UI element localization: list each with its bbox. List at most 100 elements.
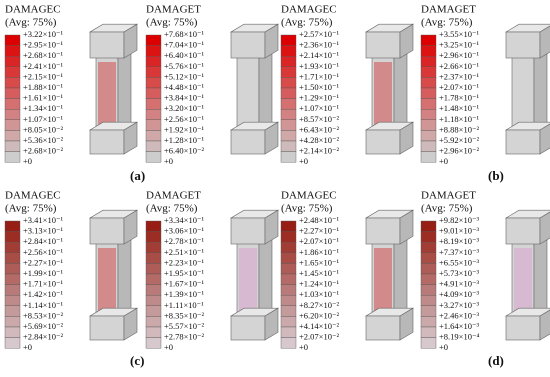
legend-swatch bbox=[4, 87, 21, 99]
column-cap bbox=[123, 209, 138, 245]
column-base bbox=[365, 315, 401, 341]
legend-label: +1.07×10⁻¹ bbox=[23, 114, 63, 124]
legend-title: DAMAGEC bbox=[281, 190, 337, 202]
legend-label: +9.01×10⁻³ bbox=[439, 226, 479, 236]
legend-swatch bbox=[420, 284, 437, 296]
legend-swatch bbox=[4, 252, 21, 264]
legend-label: +5.73×10⁻³ bbox=[439, 268, 479, 278]
legend-swatch bbox=[420, 130, 437, 142]
legend-swatch bbox=[145, 316, 162, 328]
legend-label: +0 bbox=[299, 342, 308, 352]
legend-swatch bbox=[145, 151, 162, 163]
legend-label: +1.61×10⁻¹ bbox=[23, 93, 63, 103]
legend-label: +8.53×10⁻² bbox=[23, 310, 63, 320]
legend-swatch bbox=[145, 34, 162, 46]
legend-swatch bbox=[420, 77, 437, 89]
legend-label: +2.14×10⁻¹ bbox=[299, 50, 339, 60]
legend-swatch bbox=[145, 77, 162, 89]
legend-label: +2.56×10⁻¹ bbox=[164, 114, 204, 124]
legend-label: +3.84×10⁻¹ bbox=[164, 93, 204, 103]
legend-swatch bbox=[280, 45, 297, 57]
legend-subtitle: (Avg: 75%) bbox=[146, 17, 198, 29]
column-cap bbox=[89, 31, 125, 59]
legend-label: +4.28×10⁻² bbox=[299, 135, 339, 145]
legend-swatch bbox=[280, 108, 297, 120]
legend-label: +2.48×10⁻¹ bbox=[299, 215, 339, 225]
legend-swatch bbox=[420, 305, 437, 317]
column-cap bbox=[399, 209, 414, 245]
legend-swatch bbox=[420, 151, 437, 163]
legend-label: +2.15×10⁻¹ bbox=[23, 71, 63, 81]
legend-swatch bbox=[280, 87, 297, 99]
legend-swatch bbox=[280, 66, 297, 78]
legend-swatch bbox=[280, 130, 297, 142]
legend-swatch bbox=[4, 273, 21, 285]
caption: (d) bbox=[488, 353, 504, 368]
column-cap bbox=[264, 23, 279, 59]
legend-title: DAMAGEC bbox=[5, 4, 61, 16]
legend-label: +1.93×10⁻¹ bbox=[299, 61, 339, 71]
panel: DAMAGEC(Avg: 75%)+2.57×10⁻¹+2.36×10⁻¹+2.… bbox=[280, 4, 415, 166]
caption: (b) bbox=[488, 168, 504, 183]
legend-swatch bbox=[145, 220, 162, 232]
legend-swatch bbox=[145, 87, 162, 99]
legend-title: DAMAGEC bbox=[5, 190, 61, 202]
legend-swatch bbox=[4, 108, 21, 120]
panel: DAMAGET(Avg: 75%)+7.68×10⁻¹+7.04×10⁻¹+6.… bbox=[145, 4, 280, 166]
legend-swatch bbox=[4, 45, 21, 57]
column-base bbox=[399, 121, 414, 155]
legend-label: +5.12×10⁻¹ bbox=[164, 71, 204, 81]
column-cap bbox=[230, 217, 266, 245]
column-base bbox=[123, 121, 138, 155]
legend-label: +6.55×10⁻³ bbox=[439, 257, 479, 267]
legend-swatch bbox=[280, 294, 297, 306]
legend-swatch bbox=[280, 284, 297, 296]
legend-swatch bbox=[420, 231, 437, 243]
legend-swatch bbox=[4, 220, 21, 232]
legend-subtitle: (Avg: 75%) bbox=[5, 17, 57, 29]
column-base bbox=[505, 129, 541, 155]
column-cap bbox=[365, 31, 401, 59]
column-base bbox=[89, 129, 125, 155]
column-base bbox=[123, 307, 138, 341]
legend-label: +2.96×10⁻² bbox=[439, 146, 479, 156]
legend-label: +0 bbox=[439, 342, 448, 352]
legend-subtitle: (Avg: 75%) bbox=[146, 203, 198, 215]
column-cap bbox=[365, 217, 401, 245]
column-base bbox=[365, 129, 401, 155]
column-cap bbox=[399, 23, 414, 59]
legend-swatch bbox=[280, 119, 297, 131]
legend-label: +8.35×10⁻² bbox=[164, 310, 204, 320]
damage-zone bbox=[514, 248, 532, 316]
legend-swatch bbox=[145, 337, 162, 349]
column-cap bbox=[539, 25, 550, 59]
legend-swatch bbox=[280, 316, 297, 328]
legend-label: +1.34×10⁻¹ bbox=[23, 103, 63, 113]
legend-swatch bbox=[420, 294, 437, 306]
legend-label: +1.07×10⁻¹ bbox=[299, 103, 339, 113]
column-base bbox=[539, 309, 550, 341]
legend-swatch bbox=[4, 130, 21, 142]
column-cap bbox=[89, 217, 125, 245]
legend-swatch bbox=[420, 98, 437, 110]
caption: (a) bbox=[130, 168, 145, 183]
legend-swatch bbox=[420, 66, 437, 78]
legend-label: +5.57×10⁻² bbox=[164, 321, 204, 331]
legend-title: DAMAGET bbox=[421, 4, 476, 16]
legend-swatch bbox=[4, 294, 21, 306]
legend-label: +0 bbox=[164, 156, 173, 166]
legend-label: +2.07×10⁻¹ bbox=[439, 82, 479, 92]
legend-label: +7.68×10⁻¹ bbox=[164, 29, 204, 39]
legend-swatch bbox=[420, 220, 437, 232]
legend-label: +2.37×10⁻¹ bbox=[439, 71, 479, 81]
legend-label: +1.95×10⁻¹ bbox=[164, 268, 204, 278]
legend-label: +1.03×10⁻¹ bbox=[299, 289, 339, 299]
legend-subtitle: (Avg: 75%) bbox=[421, 203, 473, 215]
legend-swatch bbox=[145, 242, 162, 254]
legend-swatch bbox=[280, 98, 297, 110]
legend-label: +2.84×10⁻² bbox=[23, 332, 63, 342]
legend-swatch bbox=[145, 66, 162, 78]
legend-swatch bbox=[4, 66, 21, 78]
column-cap bbox=[123, 23, 138, 59]
legend-label: +5.76×10⁻¹ bbox=[164, 61, 204, 71]
